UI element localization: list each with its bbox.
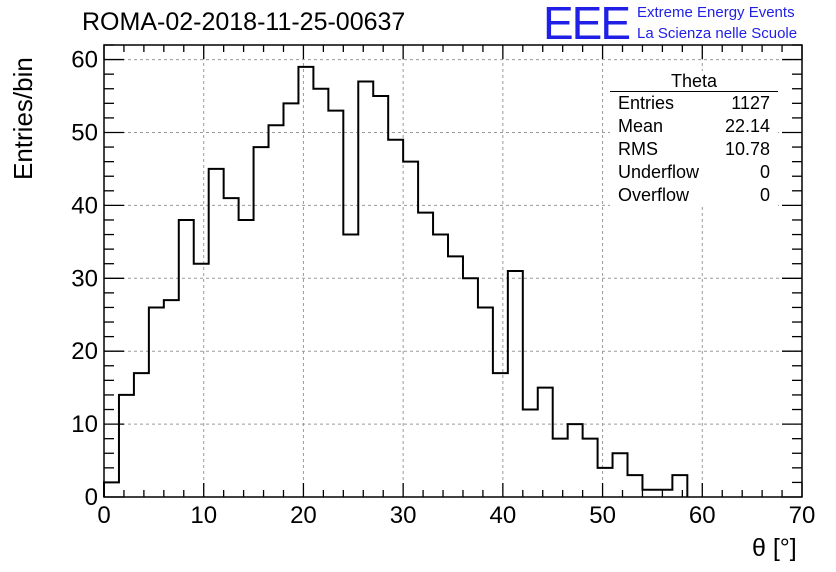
histogram-bin xyxy=(239,220,254,497)
stats-label: Mean xyxy=(618,116,664,136)
histogram-bin xyxy=(403,162,418,497)
x-tick-label: 60 xyxy=(689,502,716,529)
stats-row-entries: Entries 1127 xyxy=(610,92,778,115)
eee-logo: EEE xyxy=(543,0,631,49)
stats-row-overflow: Overflow 0 xyxy=(610,184,778,207)
x-tick-label: 20 xyxy=(290,502,317,529)
chart-title: ROMA-02-2018-11-25-00637 xyxy=(82,8,406,36)
histogram-bin xyxy=(448,256,463,497)
stats-row-underflow: Underflow 0 xyxy=(610,161,778,184)
histogram-bin xyxy=(433,235,448,497)
histogram-bin xyxy=(508,271,523,497)
plot-frame xyxy=(103,44,803,498)
histogram-bin xyxy=(119,395,134,497)
org-name-line1: Extreme Energy Events xyxy=(637,4,795,21)
stats-label: RMS xyxy=(618,139,658,159)
histogram-bin xyxy=(493,373,508,497)
stats-value: 0 xyxy=(759,162,770,182)
y-tick-label: 10 xyxy=(71,411,98,438)
histogram-bin xyxy=(373,96,388,497)
stats-box: Theta Entries 1127 Mean 22.14 RMS 10.78 Und… xyxy=(610,71,778,207)
y-tick-label: 40 xyxy=(71,192,98,219)
histogram-bin xyxy=(538,388,553,497)
histogram-bin xyxy=(194,264,209,497)
x-tick-label: 0 xyxy=(97,502,110,529)
histogram-bin xyxy=(388,140,403,497)
x-tick-label: 10 xyxy=(190,502,217,529)
org-name-line2: La Scienza nelle Scuole xyxy=(637,25,798,42)
histogram-bin xyxy=(568,424,583,497)
stats-label: Underflow xyxy=(618,162,700,182)
stats-row-mean: Mean 22.14 xyxy=(610,115,778,138)
x-tick-label: 40 xyxy=(490,502,517,529)
histogram-bin xyxy=(642,490,657,497)
stats-value: 0 xyxy=(759,185,770,205)
grid-lines xyxy=(104,45,802,497)
histogram-bin xyxy=(313,89,328,497)
stats-value: 22.14 xyxy=(724,116,770,136)
histogram-bin xyxy=(613,453,628,497)
y-tick-label: 60 xyxy=(71,47,98,74)
y-axis-label: Entries/bin xyxy=(8,57,38,180)
histogram-bin xyxy=(358,81,373,497)
y-tick-label: 30 xyxy=(71,265,98,292)
histogram-bin xyxy=(418,213,433,497)
y-tick-label: 0 xyxy=(85,484,98,511)
histogram-bin xyxy=(523,410,538,497)
x-tick-label: 50 xyxy=(589,502,616,529)
tick-labels: 0 10 20 30 40 50 60 70 0 10 20 30 40 50 60 xyxy=(71,47,815,529)
stats-label: Overflow xyxy=(618,185,690,205)
stats-title: Theta xyxy=(610,71,778,92)
histogram-bin xyxy=(179,220,194,497)
histogram-bin xyxy=(209,169,224,497)
axes-frame xyxy=(103,44,803,498)
histogram-bins xyxy=(103,65,689,497)
x-tick-label: 70 xyxy=(789,502,816,529)
histogram-bin xyxy=(657,490,672,497)
y-tick-label: 20 xyxy=(71,338,98,365)
stats-label: Entries xyxy=(618,93,675,113)
histogram-bin xyxy=(283,103,298,497)
histogram-bin xyxy=(478,307,493,497)
axis-ticks xyxy=(103,44,803,498)
histogram-bin xyxy=(553,439,568,497)
histogram-bin xyxy=(134,373,149,497)
histogram-bin xyxy=(104,482,119,497)
histogram-bin xyxy=(254,147,269,497)
stats-value: 10.78 xyxy=(724,139,770,159)
histogram-bin xyxy=(583,439,598,497)
x-axis-label: θ [°] xyxy=(752,534,797,562)
histogram-bin xyxy=(298,67,313,497)
histogram-bin xyxy=(463,278,478,497)
stats-row-rms: RMS 10.78 xyxy=(610,138,778,161)
histogram-bin xyxy=(269,125,284,497)
y-tick-label: 50 xyxy=(71,119,98,146)
histogram-bin xyxy=(328,111,343,497)
stats-value: 1127 xyxy=(731,93,770,113)
histogram-bin xyxy=(224,198,239,497)
histogram-bin xyxy=(672,475,687,497)
histogram-bin xyxy=(164,300,179,497)
histogram-outline xyxy=(103,65,689,497)
x-tick-label: 30 xyxy=(390,502,417,529)
histogram-bin xyxy=(628,475,643,497)
histogram-bin xyxy=(343,235,358,497)
histogram-bin xyxy=(149,307,164,497)
histogram-bin xyxy=(598,468,613,497)
